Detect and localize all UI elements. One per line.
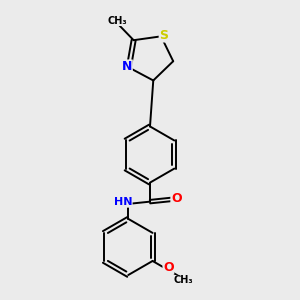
Text: CH₃: CH₃ [174, 275, 194, 286]
Text: HN: HN [114, 197, 132, 207]
Text: O: O [171, 192, 181, 205]
Text: O: O [163, 261, 174, 274]
Text: N: N [122, 60, 132, 73]
Text: S: S [159, 29, 168, 42]
Text: CH₃: CH₃ [107, 16, 127, 26]
